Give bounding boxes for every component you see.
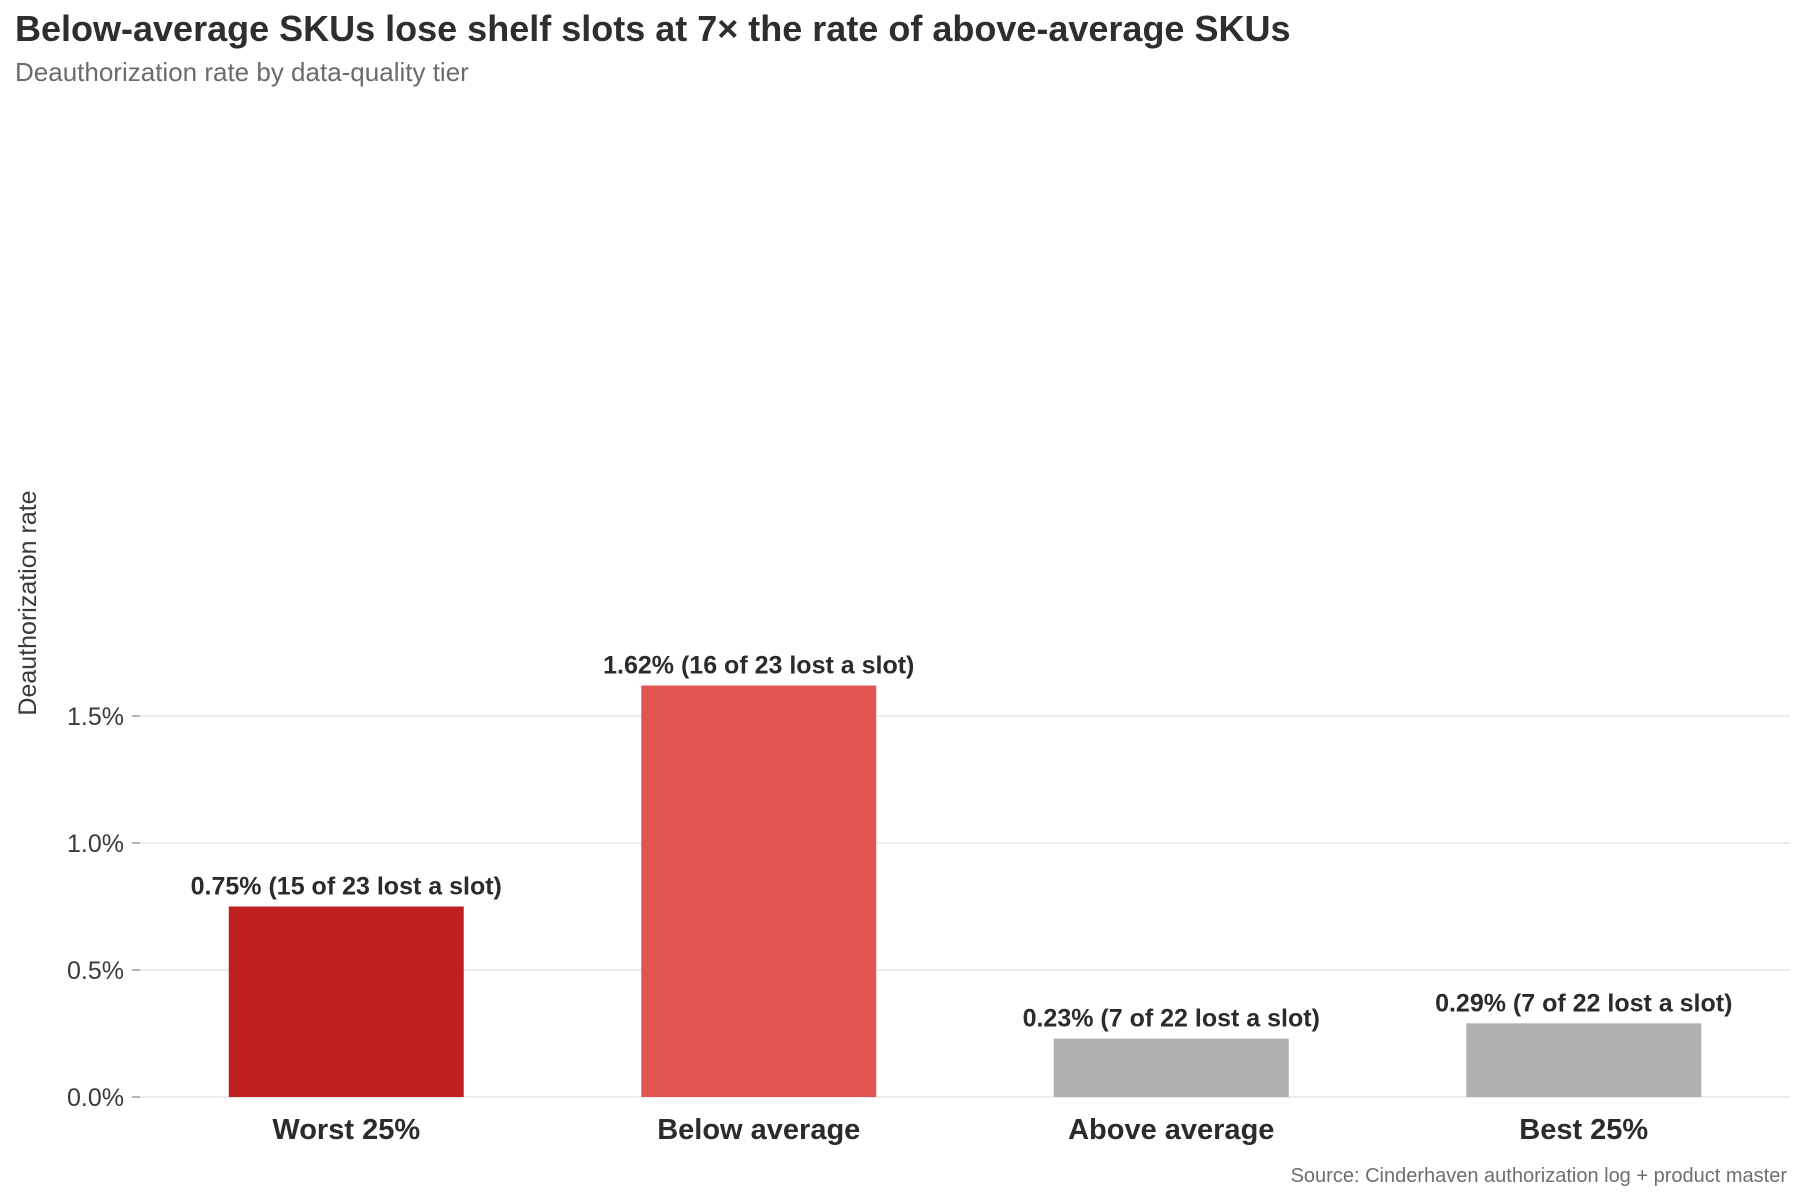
y-axis-ticks: 0.0% 0.5% 1.0% 1.5%: [67, 703, 140, 1112]
bars: [228, 685, 1702, 1097]
y-axis-title: Deauthorization rate: [14, 490, 42, 715]
bar-best-25: [1466, 1023, 1702, 1097]
y-tick-label: 0.5%: [67, 957, 124, 985]
x-axis-categories: Worst 25% Below average Above average Best …: [272, 1114, 1648, 1146]
chart-title: Below-average SKUs lose shelf slots at 7…: [15, 8, 1291, 49]
bar-above-average: [1053, 1038, 1289, 1097]
bar-worst-25: [228, 906, 464, 1097]
x-category-label: Worst 25%: [272, 1114, 420, 1146]
y-tick-label: 1.0%: [67, 830, 124, 858]
bar-data-label: 0.23% (7 of 22 lost a slot): [1023, 1005, 1320, 1033]
y-tick-label: 1.5%: [67, 703, 124, 731]
y-tick-label: 0.0%: [67, 1084, 124, 1112]
bar-data-label: 0.29% (7 of 22 lost a slot): [1435, 989, 1732, 1017]
bar-data-label: 0.75% (15 of 23 lost a slot): [191, 873, 502, 901]
bar-data-label: 1.62% (16 of 23 lost a slot): [603, 652, 914, 680]
bar-below-average: [641, 685, 877, 1097]
x-category-label: Best 25%: [1519, 1114, 1648, 1146]
data-labels: 0.75% (15 of 23 lost a slot) 1.62% (16 of…: [191, 652, 1733, 1033]
x-category-label: Below average: [657, 1114, 860, 1146]
chart-subtitle: Deauthorization rate by data-quality tie…: [15, 57, 469, 87]
x-category-label: Above average: [1068, 1114, 1274, 1146]
source-note: Source: Cinderhaven authorization log + …: [1290, 1165, 1787, 1187]
